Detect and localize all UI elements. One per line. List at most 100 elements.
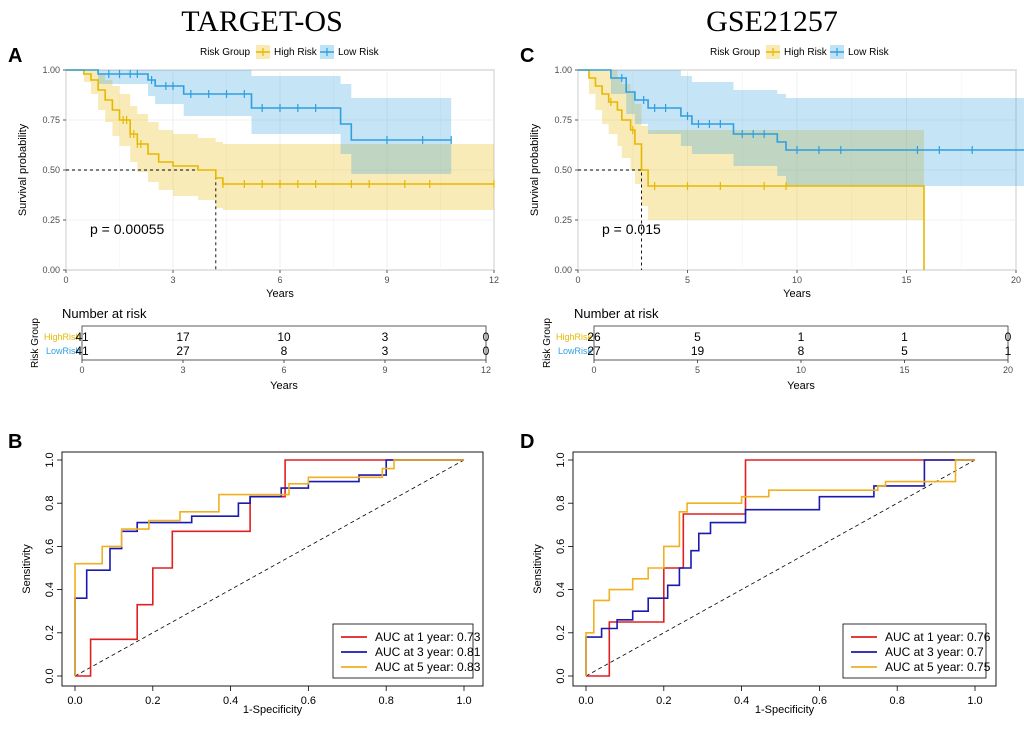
risk-row-label: LowRisk: [558, 346, 593, 356]
x-tick-label: 0.8: [379, 695, 394, 707]
risk-x-axis-label: Years: [270, 380, 298, 392]
risk-x-tick-label: 0: [591, 365, 596, 375]
risk-count: 41: [75, 344, 89, 358]
y-tick-label: 0.75: [554, 115, 572, 125]
x-tick-label: 1.0: [967, 695, 982, 707]
y-tick-label: 0.50: [42, 165, 60, 175]
y-tick-label: 1.00: [554, 65, 572, 75]
risk-count: 27: [587, 344, 601, 358]
panel-label: D: [520, 431, 534, 453]
legend-entry: AUC at 1 year: 0.73: [375, 630, 481, 644]
risk-count: 17: [176, 330, 190, 344]
risk-count: 19: [691, 344, 705, 358]
panel-label: C: [520, 45, 534, 67]
x-tick-label: 15: [901, 275, 911, 285]
column-title-target-os: TARGET-OS: [181, 5, 343, 38]
risk-x-tick-label: 20: [1003, 365, 1013, 375]
legend-entry: AUC at 5 year: 0.83: [375, 660, 481, 674]
legend-entry: Low Risk: [848, 47, 890, 58]
median-survival-line: [66, 169, 217, 270]
x-axis-label: Years: [783, 288, 811, 300]
survival-curve-high-risk: [578, 69, 925, 270]
roc-curve-5-year: [585, 459, 975, 676]
x-tick-label: 0.4: [734, 695, 749, 707]
risk-count: 1: [1005, 344, 1012, 358]
y-tick-label: 0.00: [554, 265, 572, 275]
risk-count: 0: [1005, 330, 1012, 344]
risk-count: 0: [483, 344, 490, 358]
x-tick-label: 9: [384, 275, 389, 285]
km-panel-c: C Risk Group High Risk Low Risk 0 5 10 15 20 0.00…: [520, 45, 1024, 300]
x-axis-label: Years: [266, 288, 294, 300]
y-axis-label: Sensitivity: [532, 544, 544, 594]
x-tick-label: 0: [575, 275, 580, 285]
y-axis-label: Survival probability: [17, 123, 29, 216]
risk-group-axis-label: Risk Group: [542, 318, 553, 368]
x-tick-label: 6: [277, 275, 282, 285]
risk-count: 0: [483, 330, 490, 344]
x-tick-label: 12: [489, 275, 499, 285]
risk-x-tick-label: 10: [796, 365, 806, 375]
x-tick-label: 0.6: [812, 695, 827, 707]
legend-entry: High Risk: [274, 47, 318, 58]
y-tick-label: 0.50: [554, 165, 572, 175]
x-axis-label: 1-Specificity: [243, 704, 303, 716]
roc-curve-3-year: [585, 459, 975, 676]
km-panel-a: A Risk Group High Risk Low Risk 0 3 6 9 12 0.00 0.…: [8, 45, 499, 300]
y-tick-label: 1.00: [42, 65, 60, 75]
x-tick-label: 3: [170, 275, 175, 285]
risk-table-panel: [81, 325, 487, 361]
risk-count: 26: [587, 330, 601, 344]
y-tick-label: 0.25: [42, 215, 60, 225]
y-tick-label: 0.2: [44, 625, 56, 640]
confidence-band-high-risk: [578, 70, 924, 220]
panel-label: A: [8, 45, 22, 67]
confidence-band-high-risk: [66, 70, 494, 210]
y-tick-label: 0.25: [554, 215, 572, 225]
legend-entry: Low Risk: [338, 47, 380, 58]
risk-x-tick-label: 0: [79, 365, 84, 375]
risk-row-label: LowRisk: [46, 346, 81, 356]
y-tick-label: 0.4: [44, 582, 56, 597]
risk-table-panel: [593, 325, 1009, 361]
x-tick-label: 0.4: [223, 695, 238, 707]
risk-count: 5: [901, 344, 908, 358]
risk-count: 1: [798, 330, 805, 344]
risk-count: 5: [694, 330, 701, 344]
y-tick-label: 0.4: [555, 582, 567, 597]
legend-box: [332, 623, 474, 679]
risk-row-label: HighRisk: [44, 332, 81, 342]
p-value: p = 0.00055: [90, 221, 165, 237]
x-tick-label: 0.2: [656, 695, 671, 707]
x-tick-label: 0.0: [578, 695, 593, 707]
x-tick-label: 0.6: [301, 695, 316, 707]
roc-curve-3-year: [74, 459, 464, 676]
y-tick-label: 0.6: [555, 539, 567, 554]
survival-curve-low-risk: [66, 69, 452, 141]
risk-x-tick-label: 12: [481, 365, 491, 375]
y-tick-label: 0.8: [44, 496, 56, 511]
roc-panel-d: D 0.0 0.0 0.2 0.2 0.4 0.4 0.6 0.6 0.8 0.8 1.0 1.0 1-S…: [520, 431, 997, 716]
legend-entry: High Risk: [784, 47, 828, 58]
x-tick-label: 0.2: [145, 695, 160, 707]
risk-count: 10: [277, 330, 291, 344]
y-tick-label: 0.2: [555, 625, 567, 640]
legend-entry: AUC at 3 year: 0.81: [375, 645, 481, 659]
y-tick-label: 1.0: [555, 452, 567, 467]
legend-entry: AUC at 5 year: 0.75: [885, 660, 991, 674]
x-axis-label: 1-Specificity: [755, 704, 815, 716]
x-tick-label: 0: [63, 275, 68, 285]
risk-row-label: HighRisk: [556, 332, 593, 342]
roc-panel-b: B 0.0 0.0 0.2 0.2 0.4 0.4 0.6 0.6 0.8 0.8 1.0 1.0 1-S…: [8, 431, 484, 716]
y-axis-label: Survival probability: [529, 123, 541, 216]
legend-title: Risk Group: [710, 47, 760, 58]
x-tick-label: 5: [685, 275, 690, 285]
y-tick-label: 0.00: [42, 265, 60, 275]
roc-curve-1-year: [586, 459, 975, 677]
y-tick-label: 0.0: [555, 668, 567, 683]
plot-box: [61, 451, 484, 687]
x-tick-label: 20: [1011, 275, 1021, 285]
risk-table-title: Number at risk: [574, 306, 659, 321]
x-tick-label: 10: [792, 275, 802, 285]
